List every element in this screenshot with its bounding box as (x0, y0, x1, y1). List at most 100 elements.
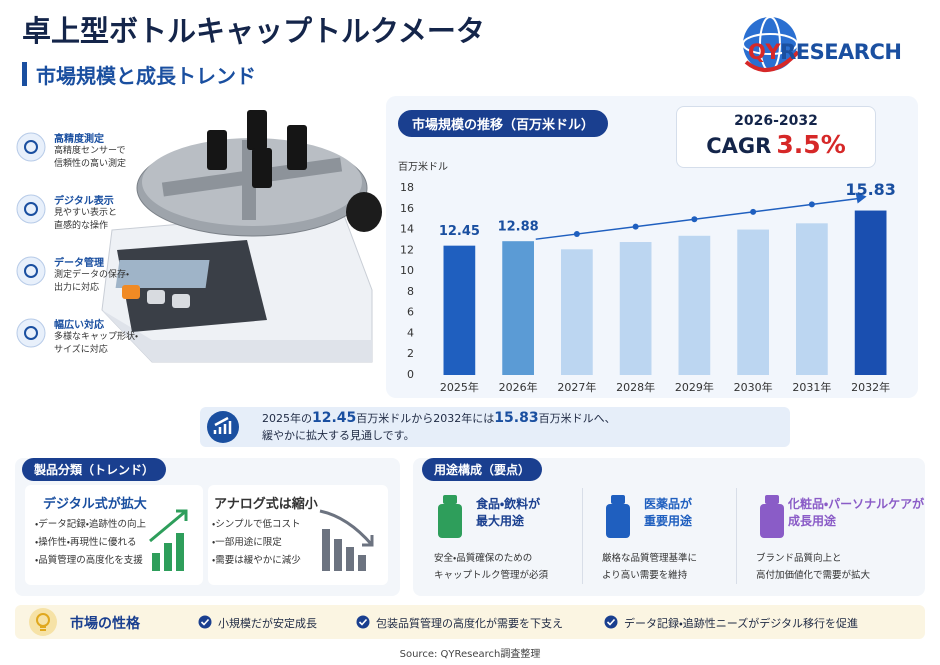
nature-bar (15, 605, 925, 639)
icon-bar (334, 539, 342, 571)
nature-heading: 市場の性格 (70, 616, 140, 632)
icon-circle (16, 194, 46, 224)
icon-circle (198, 615, 212, 629)
divider (736, 488, 737, 584)
application-icon (760, 495, 784, 538)
x-tick-label: 2026年 (499, 380, 538, 394)
card-item: ・データ記録・追跡性の向上 (35, 519, 146, 530)
card-item: ・品質管理の高度化を支援 (35, 555, 143, 566)
x-tick-label: 2025年 (440, 380, 479, 394)
chart-title: 市場規模の推移（百万米ドル） (398, 110, 609, 137)
y-tick-label: 8 (407, 285, 414, 298)
trend-dot (573, 231, 580, 238)
application-heading: 用途構成（要点） (422, 458, 543, 481)
feature-title: デジタル表示 (54, 196, 114, 207)
bar (561, 249, 593, 375)
subtitle: 市場規模と成長トレンド (36, 64, 256, 88)
summary-text: 2025年の12.45百万米ドルから2032年には15.83百万米ドルへ、 緩や… (262, 410, 616, 444)
value-label: 15.83 (845, 180, 896, 199)
feature-icon (16, 132, 46, 162)
icon-glyph (200, 618, 210, 626)
summary-box (200, 407, 790, 447)
summary-icon (207, 411, 239, 443)
icon-bar (358, 555, 366, 571)
logo-text: QYRESEARCH (748, 40, 902, 64)
feature-text: 出力に対応 (54, 283, 100, 293)
bar (502, 241, 534, 375)
icon-bar (322, 529, 330, 571)
y-axis-label: 百万米ドル (398, 160, 448, 173)
cagr-value: 3.5% (776, 130, 846, 159)
device-screen (115, 260, 210, 288)
device-post (287, 125, 307, 170)
device-post (207, 130, 227, 170)
card-item: ・一部用途に限定 (212, 537, 282, 548)
card-title: デジタル式が拡大 (43, 497, 147, 512)
summary-part: 百万米ドルから2032年には (356, 412, 495, 425)
card-item: ・操作性・再現性に優れる (35, 537, 137, 548)
summary-part: 2025年の (262, 412, 312, 425)
globe (743, 17, 797, 71)
feature-title: データ管理 (54, 258, 104, 269)
application-icon (606, 495, 630, 538)
icon-glyph (40, 626, 46, 631)
device-button (172, 294, 190, 308)
application-title: 成長用途 (788, 514, 837, 528)
icon-glyph (606, 618, 616, 626)
application-text: キャップトルク管理が必須 (434, 570, 549, 581)
device-post (247, 110, 267, 150)
icon-glyph (24, 326, 38, 340)
bar (854, 210, 887, 375)
card-item: ・需要は緩やかに減少 (212, 555, 301, 566)
trend-dot (750, 208, 757, 215)
accent-bar (22, 62, 27, 86)
check-icon (198, 615, 212, 629)
logo-word: RESEARCH (780, 40, 902, 64)
bulb-icon (29, 608, 57, 636)
y-tick-label: 18 (400, 181, 414, 194)
feature-text: 高精度センサーで (54, 146, 126, 156)
icon-bar (346, 547, 354, 571)
decline-icon (319, 509, 374, 571)
application-title: 食品・飲料が (476, 497, 541, 511)
y-tick-label: 6 (407, 306, 414, 319)
value-label: 12.88 (498, 220, 539, 235)
trend-arrowhead (855, 192, 867, 204)
application-title: 最大用途 (476, 514, 525, 528)
icon-bar (176, 533, 184, 571)
y-tick-label: 14 (400, 223, 414, 236)
logo-mark: QY (748, 40, 781, 64)
feature-icon (16, 194, 46, 224)
application-text: ブランド品質向上と (756, 553, 842, 564)
cagr-box: 2026-2032 CAGR 3.5% (676, 106, 876, 168)
growth-icon (149, 509, 188, 571)
icon-glyph (24, 140, 38, 154)
x-tick-label: 2030年 (734, 380, 773, 394)
divider (582, 488, 583, 584)
bar (619, 242, 652, 375)
icon-circle (604, 615, 618, 629)
feature-text: 直感的な操作 (54, 221, 109, 231)
trend-dot (691, 216, 698, 223)
device-illustration (101, 110, 382, 363)
device-post (252, 148, 272, 188)
check-icon (604, 615, 618, 629)
device-button (147, 290, 165, 304)
application-text: より高い需要を維持 (602, 570, 688, 581)
x-tick-label: 2028年 (616, 380, 655, 394)
icon-circle (356, 615, 370, 629)
nature-point: 包装品質管理の高度化が需要を下支え (376, 617, 563, 630)
application-text: 高付加価値化で需要が拡大 (756, 570, 871, 581)
icon-circle (207, 411, 239, 443)
nature-point: データ記録・追跡性ニーズがデジタル移行を促進 (624, 617, 858, 630)
nature-point: 小規模だが安定成長 (218, 617, 317, 630)
application-panel (413, 458, 925, 596)
card: デジタル式が拡大 ・データ記録・追跡性の向上 ・操作性・再現性に優れる ・品質管… (25, 485, 203, 585)
feature-title: 高精度測定 (54, 134, 104, 145)
feature-text: 見やすい表示と (54, 208, 118, 218)
y-tick-label: 4 (407, 326, 414, 339)
feature-text: 測定データの保存・ (54, 270, 130, 280)
application-title: 重要用途 (644, 514, 693, 528)
bar (737, 229, 769, 375)
bar (443, 245, 476, 375)
